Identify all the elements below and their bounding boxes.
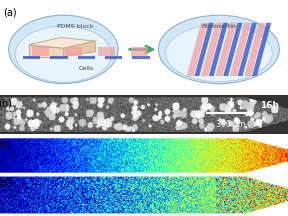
Polygon shape — [78, 56, 95, 59]
Polygon shape — [50, 56, 68, 59]
Polygon shape — [23, 56, 40, 59]
Text: PDMS block: PDMS block — [56, 24, 93, 29]
Polygon shape — [215, 23, 237, 76]
Text: (d): (d) — [0, 177, 12, 187]
Text: 16h: 16h — [260, 101, 279, 110]
Polygon shape — [209, 23, 228, 76]
Text: (a): (a) — [3, 8, 16, 17]
Polygon shape — [64, 41, 95, 57]
Polygon shape — [223, 23, 242, 76]
Polygon shape — [252, 23, 271, 76]
Text: 300 μm: 300 μm — [216, 120, 245, 129]
Polygon shape — [105, 56, 122, 59]
Ellipse shape — [15, 26, 111, 82]
Polygon shape — [238, 23, 257, 76]
Ellipse shape — [158, 15, 279, 84]
Polygon shape — [187, 23, 208, 76]
Text: (c): (c) — [0, 139, 12, 149]
Polygon shape — [32, 47, 49, 56]
Polygon shape — [132, 56, 150, 59]
Ellipse shape — [9, 15, 118, 84]
Polygon shape — [65, 47, 82, 56]
Polygon shape — [29, 45, 64, 57]
Text: Cells: Cells — [79, 66, 94, 71]
Polygon shape — [29, 38, 95, 48]
Text: Fibronectin: Fibronectin — [201, 24, 236, 29]
Text: (b): (b) — [0, 98, 12, 108]
Polygon shape — [131, 47, 148, 56]
Ellipse shape — [166, 25, 272, 82]
Polygon shape — [194, 23, 214, 76]
Polygon shape — [98, 47, 115, 56]
Polygon shape — [201, 23, 222, 76]
Polygon shape — [230, 23, 251, 76]
Polygon shape — [244, 23, 266, 76]
